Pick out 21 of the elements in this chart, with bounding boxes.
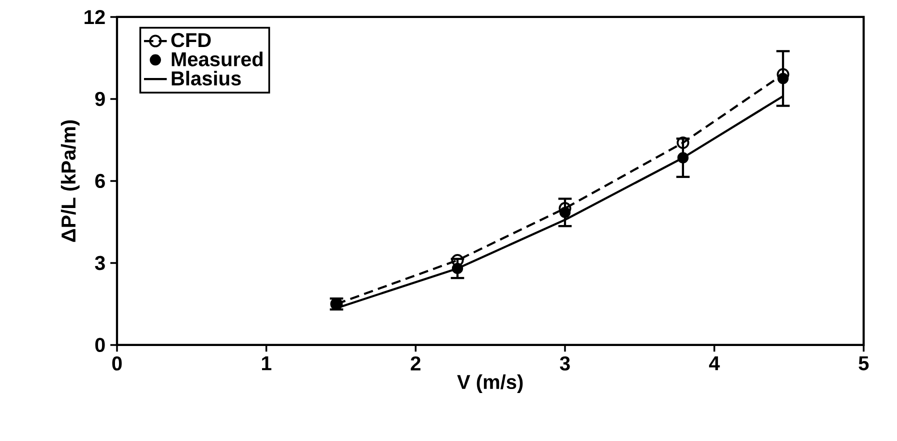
y-tick-label: 3 <box>94 256 105 270</box>
legend-label: CFD <box>171 33 211 48</box>
x-tick-label: 1 <box>262 356 272 370</box>
y-axis-title: ΔP/L (kPa/m) <box>60 120 80 242</box>
point <box>677 152 689 164</box>
x-tick-label: 3 <box>560 356 570 371</box>
x-tick-label: 4 <box>709 356 720 370</box>
point <box>676 136 690 149</box>
legend-label: Measured <box>172 52 263 66</box>
y-tick-label: 6 <box>95 174 105 188</box>
y-tick-label: 0 <box>95 338 105 352</box>
y-tick-label: 9 <box>95 92 105 106</box>
x-axis-title: V (m/s) <box>457 374 523 394</box>
legend-label: Blasius <box>172 70 241 86</box>
point <box>452 262 464 274</box>
x-tick-label: 5 <box>858 356 869 370</box>
x-tick-label: 2 <box>410 356 420 370</box>
point <box>559 206 571 218</box>
x-tick-label: 0 <box>112 356 122 371</box>
y-tick-label: 12 <box>84 10 105 24</box>
point <box>777 72 789 84</box>
